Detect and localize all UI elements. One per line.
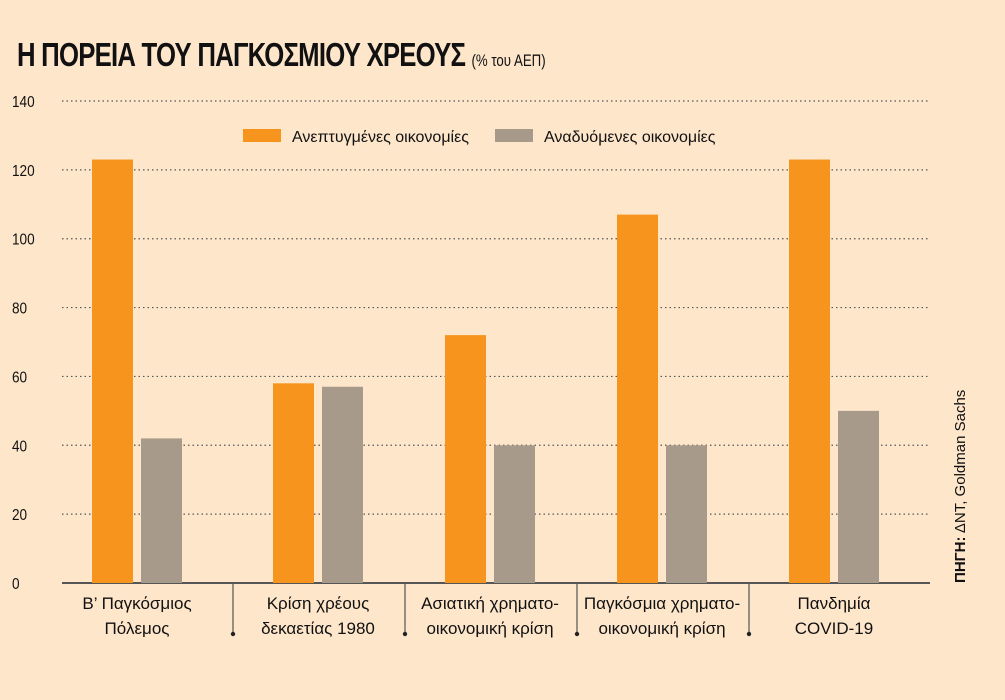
x-tick-label: οικονομική κρίση [426, 619, 553, 638]
y-tick-label: 0 [12, 576, 20, 593]
legend-label: Ανεπτυγμένες οικονομίες [292, 129, 469, 146]
separator-dot [746, 631, 752, 637]
bar-emerging [666, 445, 707, 583]
bar-developed [617, 214, 658, 583]
separator-dot [230, 631, 236, 637]
bar-developed [273, 383, 314, 583]
y-tick-label: 40 [12, 438, 27, 455]
source-label: ΠΗΓΗ: [952, 536, 969, 583]
legend-swatch [243, 129, 281, 142]
bar-developed [92, 159, 133, 583]
x-tick-label: Πόλεμος [105, 619, 170, 638]
y-tick-label: 60 [12, 369, 27, 386]
x-tick-label: Ασιατική χρηματο- [421, 594, 559, 613]
source-note: ΠΗΓΗ: ΔΝΤ, Goldman Sachs [952, 390, 969, 583]
legend-swatch [495, 129, 533, 142]
separator-dot [574, 631, 580, 637]
bar-emerging [141, 438, 182, 583]
x-tick-label: Πανδημία [798, 594, 871, 613]
y-tick-label: 100 [12, 232, 35, 249]
bar-emerging [494, 445, 535, 583]
source-text: ΔΝΤ, Goldman Sachs [952, 389, 969, 534]
bar-developed [445, 335, 486, 583]
x-tick-label: Κρίση χρέους [267, 594, 370, 613]
x-tick-label: Β’ Παγκόσμιος [82, 594, 191, 613]
title-text: Η ΠΟΡΕΙΑ ΤΟΥ ΠΑΓΚΟΣΜΙΟΥ ΧΡΕΟΥΣ [17, 36, 466, 73]
chart-title: Η ΠΟΡΕΙΑ ΤΟΥ ΠΑΓΚΟΣΜΙΟΥ ΧΡΕΟΥΣ (% του ΑΕΠ… [17, 36, 546, 74]
x-tick-label: COVID-19 [795, 619, 873, 638]
bar-emerging [322, 386, 363, 583]
bar-developed [789, 159, 830, 583]
subtitle-text: (% του ΑΕΠ) [471, 51, 546, 70]
y-tick-label: 80 [12, 301, 27, 318]
legend-label: Αναδυόμενες οικονομίες [544, 129, 716, 146]
y-tick-label: 120 [12, 163, 35, 180]
y-tick-label: 20 [12, 507, 27, 524]
x-tick-label: Παγκόσμια χρηματο- [584, 594, 740, 613]
bar-emerging [838, 410, 879, 583]
y-tick-label: 140 [12, 94, 35, 111]
x-tick-label: δεκαετίας 1980 [261, 619, 375, 638]
separator-dot [402, 631, 408, 637]
x-tick-label: οικονομική κρίση [598, 619, 725, 638]
